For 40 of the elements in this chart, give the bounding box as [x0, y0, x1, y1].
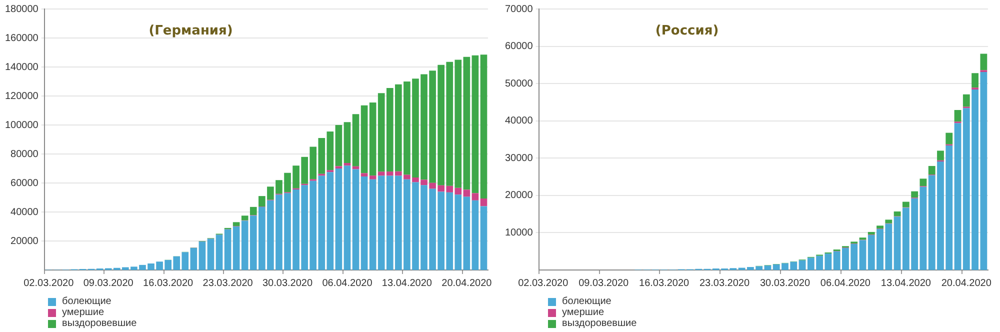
y-tick-label: 50000: [504, 78, 534, 90]
legend-label: выздоровевшие: [62, 318, 137, 329]
legend-label: болеющие: [62, 296, 112, 307]
x-tick-label: 30.03.2020: [262, 278, 313, 289]
x-tick-label: 02.03.2020: [24, 278, 74, 289]
y-tick-label: 180000: [4, 4, 39, 15]
y-tick-label: 100000: [4, 120, 39, 131]
x-tick-label: 13.04.2020: [880, 278, 932, 289]
text: (Германия): [148, 23, 233, 38]
x-tick-label: 16.03.2020: [143, 278, 194, 289]
x-tick-label: 30.03.2020: [760, 278, 810, 289]
y-tick-label: 70000: [504, 4, 534, 15]
text: (Россия): [655, 23, 719, 38]
x-tick-label: 06.04.2020: [820, 278, 871, 289]
x-tick-label: 06.04.2020: [322, 278, 373, 289]
x-tick-label: 20.04.2020: [442, 278, 492, 289]
legend-label: болеющие: [562, 296, 612, 307]
y-tick-label: 60000: [10, 178, 39, 189]
y-tick-label: 60000: [504, 41, 534, 52]
y-tick-label: 140000: [4, 62, 39, 73]
y-tick-label: 20000: [504, 190, 534, 202]
x-tick-label: 23.03.2020: [700, 278, 750, 289]
x-tick-label: 02.03.2020: [518, 278, 569, 289]
x-tick-label: 13.04.2020: [382, 278, 432, 289]
x-tick-label: 20.04.2020: [941, 278, 992, 289]
y-tick-label: 160000: [4, 32, 39, 44]
y-tick-label: 20000: [10, 236, 39, 247]
x-tick-label: 09.03.2020: [83, 278, 134, 289]
legend-label: выздоровевшие: [562, 318, 637, 329]
y-tick-label: 80000: [10, 148, 39, 160]
x-tick-label: 23.03.2020: [202, 278, 254, 289]
y-tick-label: 40000: [504, 116, 534, 127]
y-tick-label: 30000: [504, 152, 534, 164]
legend-label: умершие: [562, 307, 604, 318]
y-tick-label: 40000: [10, 206, 39, 218]
legend-label: умершие: [62, 307, 104, 318]
y-tick-label: 10000: [504, 227, 534, 238]
y-tick-label: 120000: [4, 90, 39, 102]
x-tick-label: 09.03.2020: [578, 278, 630, 289]
x-tick-label: 16.03.2020: [639, 278, 690, 289]
